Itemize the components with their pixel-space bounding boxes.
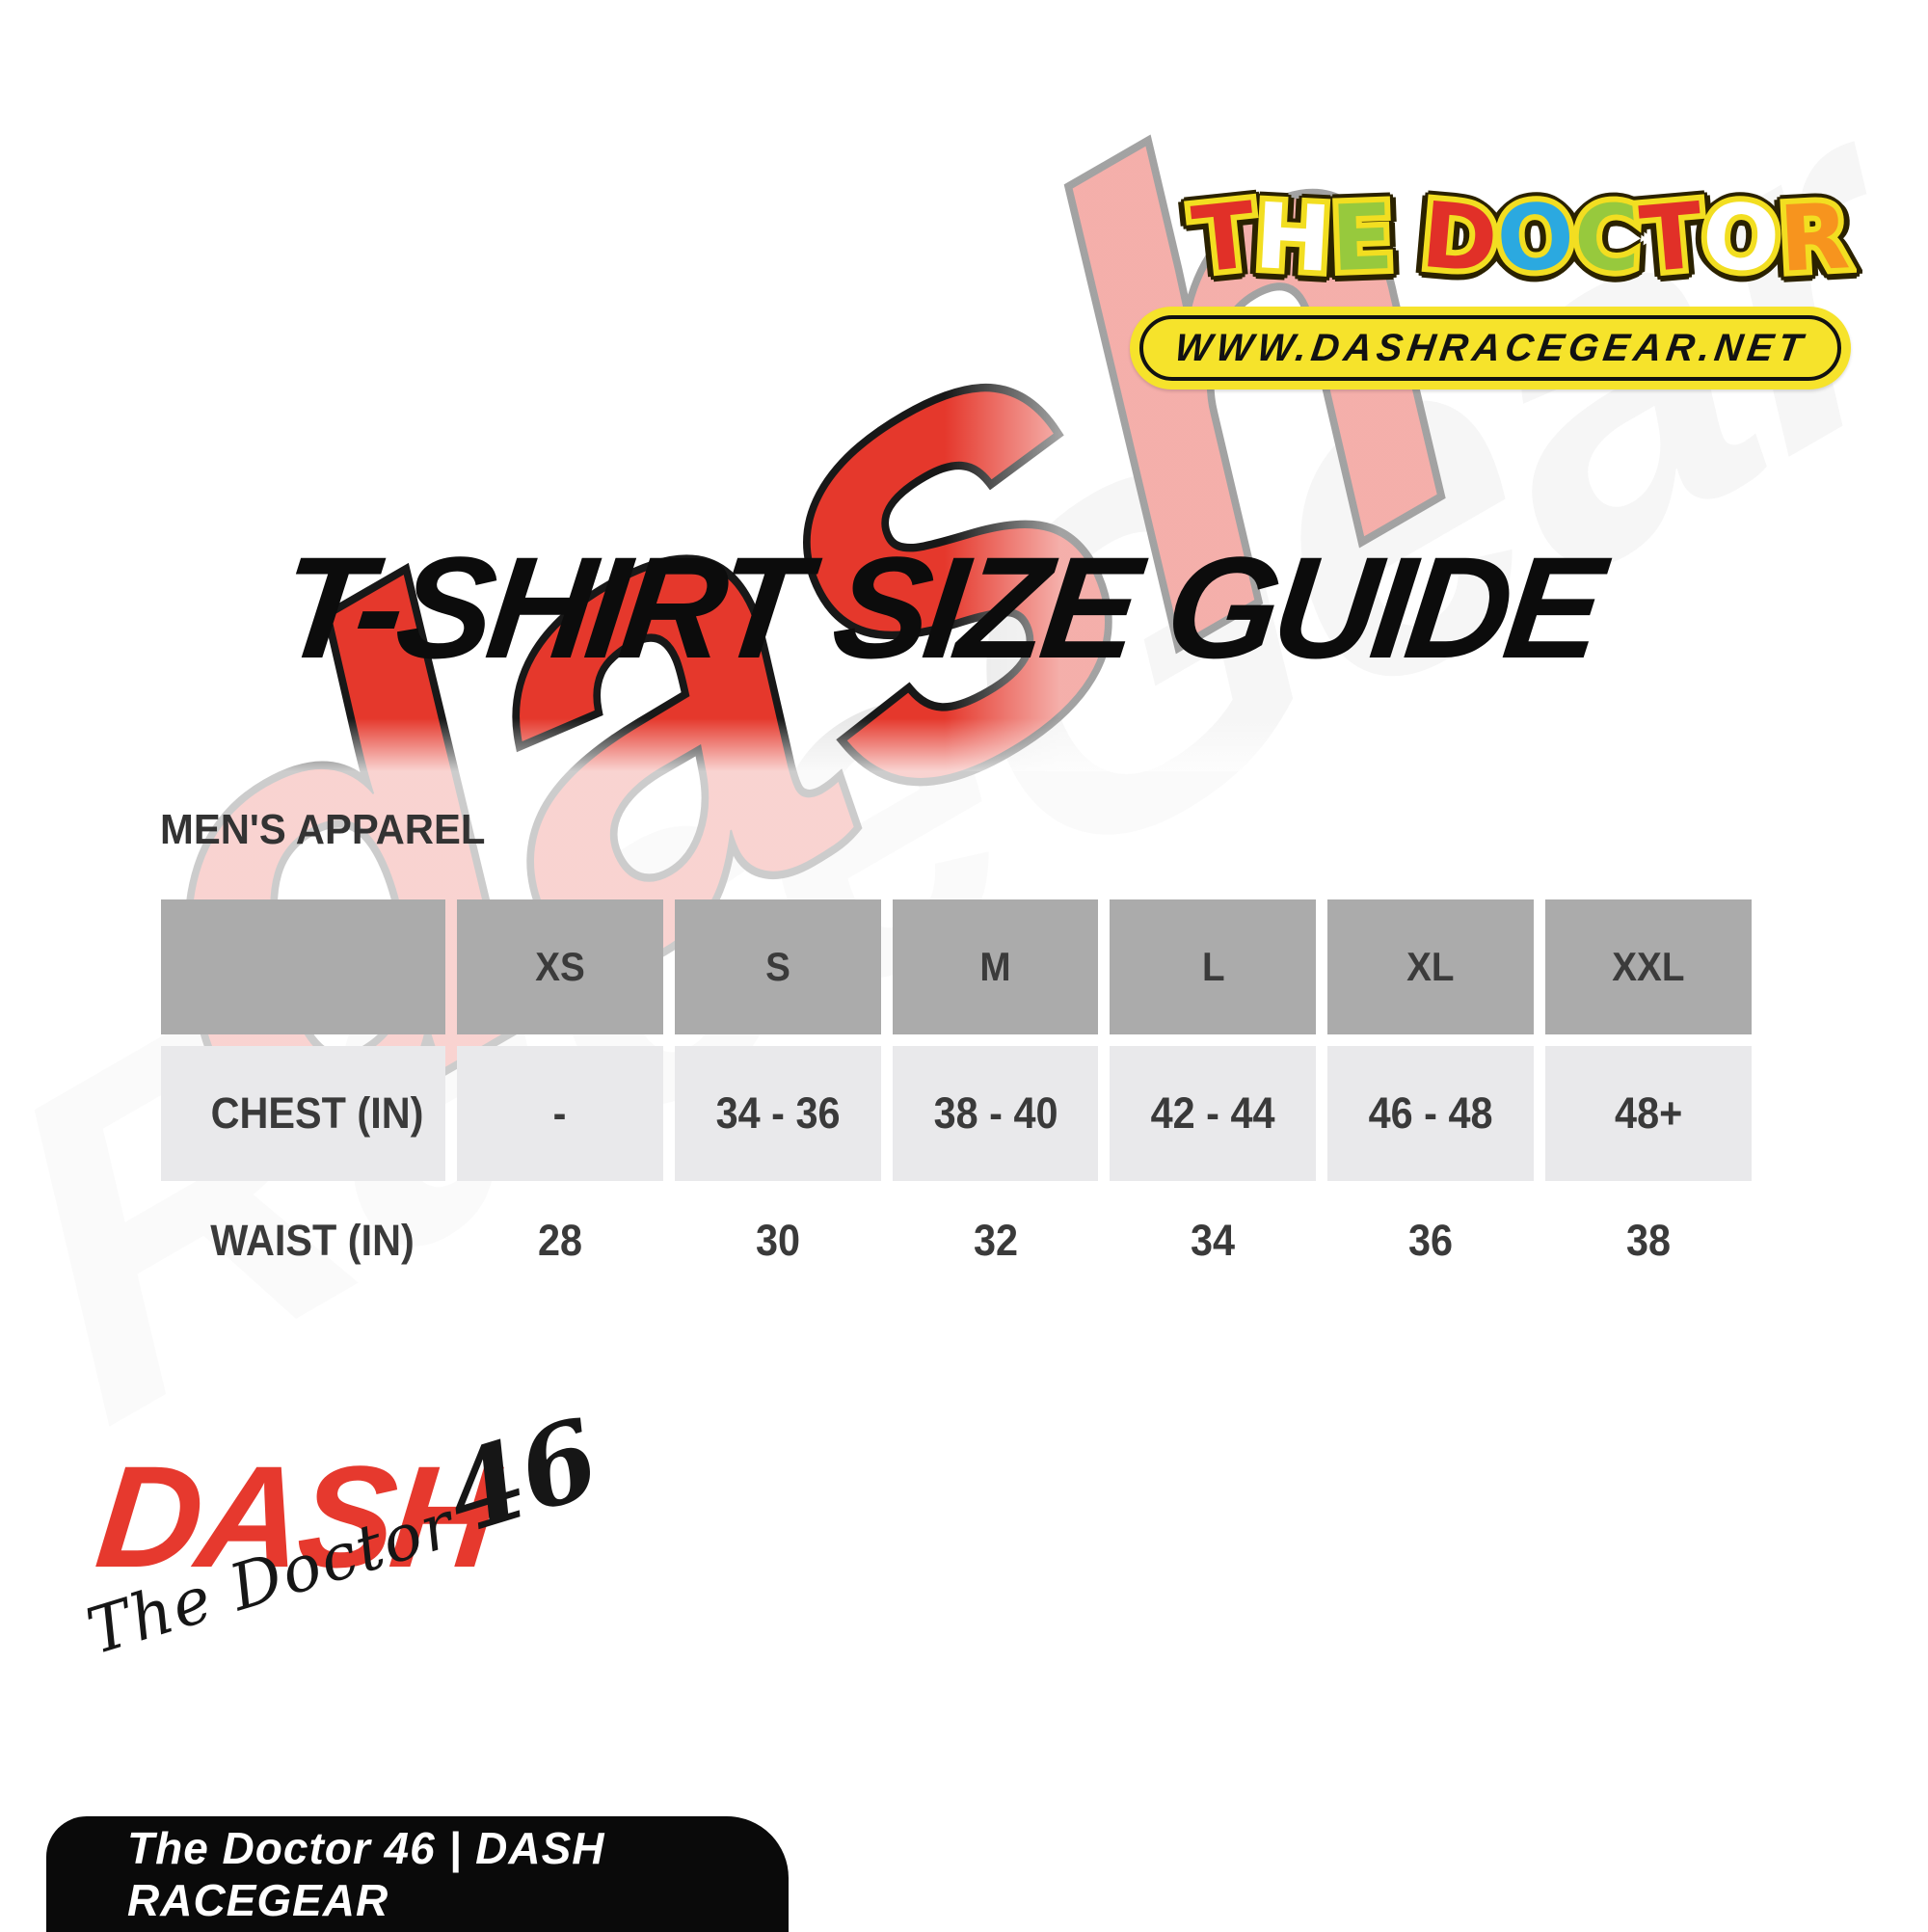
dash-brand-logo: DASH The Doctor 46 — [79, 1395, 696, 1733]
logo-letter: E — [1324, 179, 1401, 298]
value-cell: 34 - 36 — [674, 1046, 881, 1181]
row-label-cell: WAIST (IN) — [210, 1216, 415, 1265]
value-cell: 34 — [1191, 1216, 1236, 1265]
logo-letter: D — [1411, 177, 1507, 300]
size-column-header: XS — [457, 899, 663, 1034]
logo-letter: T — [1630, 177, 1712, 299]
size-column-header: M — [892, 899, 1099, 1034]
value-cell: 38 - 40 — [892, 1046, 1099, 1181]
value-cell: 30 — [755, 1216, 800, 1265]
dash-script-number: 46 — [432, 1394, 613, 1560]
logo-letter: R — [1771, 178, 1858, 299]
value-cell: 36 — [1408, 1216, 1454, 1265]
footer-text: The Doctor 46 | DASH RACEGEAR — [127, 1823, 605, 1925]
value-cell: 32 — [973, 1216, 1018, 1265]
value-cell: 46 - 48 — [1327, 1046, 1535, 1181]
row-label-cell: CHEST (IN) — [161, 1046, 445, 1181]
table-corner-cell — [161, 899, 445, 1034]
logo-letter: C — [1566, 178, 1649, 298]
size-table-header-row: XS S M L XL XXL — [161, 899, 1752, 1034]
logo-letter: O — [1693, 177, 1788, 299]
value-cell: 48+ — [1545, 1046, 1752, 1181]
size-table: XS S M L XL XXL CHEST (IN) -34 - 36 38 - 40 42 -… — [161, 899, 1752, 1301]
size-column-header: XL — [1327, 899, 1535, 1034]
footer-bar: The Doctor 46 | DASH RACEGEAR — [46, 1816, 789, 1932]
size-column-header: S — [674, 899, 881, 1034]
size-column-header: L — [1110, 899, 1317, 1034]
size-table-waist-row: WAIST (IN) 28 30 32 34 36 38 — [161, 1193, 1752, 1289]
logo-letter: H — [1246, 178, 1339, 299]
value-cell: 28 — [537, 1216, 582, 1265]
website-url-text: WWW.DASHRACEGEAR.NET — [1171, 326, 1809, 369]
website-url-pill: WWW.DASHRACEGEAR.NET — [1130, 307, 1851, 389]
logo-letter: T — [1182, 177, 1266, 300]
page-title: T-SHIRT SIZE GUIDE — [271, 526, 1607, 688]
value-cell: - — [457, 1046, 663, 1181]
logo-letter: O — [1487, 177, 1583, 299]
size-column-header: XXL — [1545, 899, 1752, 1034]
section-label-mens-apparel: MEN'S APPAREL — [160, 806, 486, 853]
size-table-chest-row: CHEST (IN) -34 - 36 38 - 40 42 - 44 46 - 48 4… — [161, 1046, 1752, 1181]
value-cell: 38 — [1626, 1216, 1672, 1265]
value-cell: 42 - 44 — [1110, 1046, 1317, 1181]
